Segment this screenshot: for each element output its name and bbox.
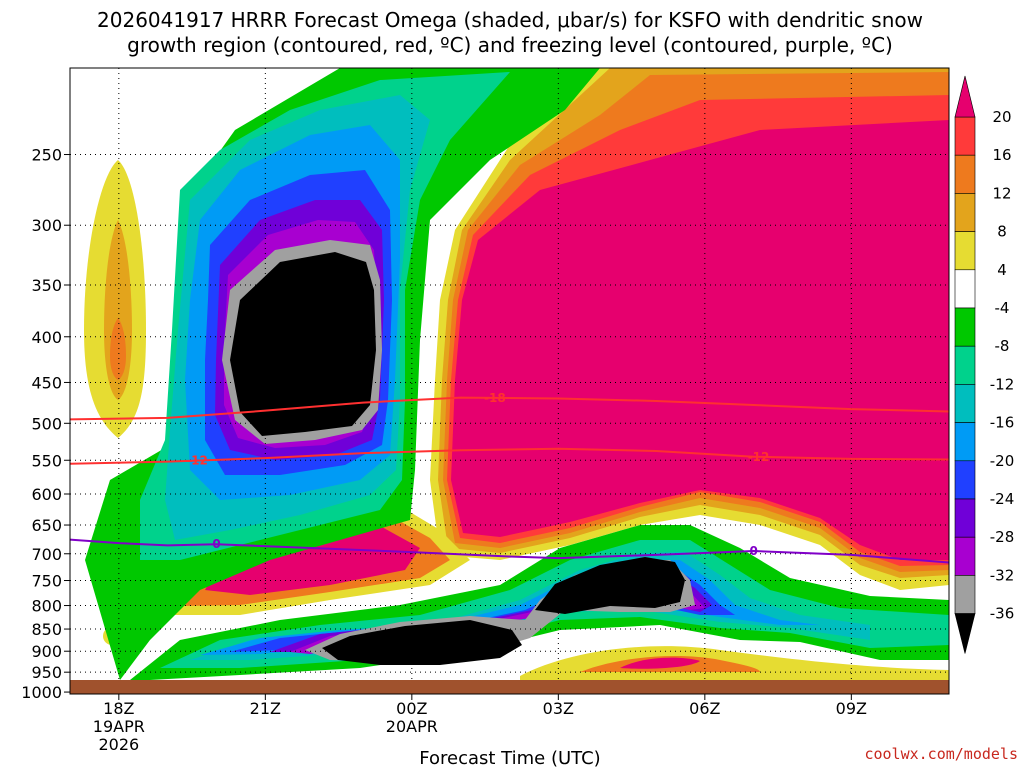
y-tick-label: 700	[31, 545, 62, 564]
colorbar-band	[954, 307, 976, 347]
credit-text: coolwx.com/models	[864, 745, 1018, 763]
y-tick-label: 550	[31, 451, 62, 470]
omega-fill-left-plume-12	[110, 318, 126, 380]
x-tick-label: 18Z	[103, 699, 134, 718]
chart-title-line2: growth region (contoured, red, ºC) and f…	[127, 33, 893, 57]
colorbar-tick-label: -28	[990, 528, 1015, 546]
x-tick-year: 2026	[98, 735, 139, 754]
colorbar-top-triangle	[954, 75, 976, 118]
dgz-minus12-contour-label: -12	[186, 454, 208, 468]
colorbar-tick-label: 12	[992, 184, 1011, 202]
y-axis: 250 300 350 400 450 500 550 600 650 700 750 800 850 9…	[21, 146, 70, 702]
y-tick-label: 900	[31, 642, 62, 661]
chart-title-line1: 2026041917 HRRR Forecast Omega (shaded, …	[97, 8, 923, 32]
colorbar-tick-label: -32	[990, 566, 1015, 584]
x-tick-label: 06Z	[689, 699, 720, 718]
colorbar: 20 16 12 8 4 -4 -8 -12 -16 -20 -24 -28 -32 -36	[954, 75, 1015, 654]
freezing-level-contour-label: 0	[212, 537, 220, 551]
colorbar-tick-label: -36	[990, 605, 1015, 623]
plot-area: -18 -12 -12 0 0	[70, 68, 949, 694]
colorbar-band	[954, 269, 976, 309]
colorbar-tick-label: 8	[997, 223, 1007, 241]
y-tick-label: 350	[31, 276, 62, 295]
colorbar-band	[954, 154, 976, 194]
dgz-minus12-contour-label: -12	[748, 450, 770, 464]
colorbar-tick-label: -20	[990, 452, 1015, 470]
y-tick-label: 250	[31, 146, 62, 165]
freezing-level-contour-line	[70, 538, 949, 564]
y-tick-label: 750	[31, 572, 62, 591]
omega-fill-low-n36b	[535, 557, 685, 614]
y-tick-label: 1000	[21, 683, 62, 702]
x-tick-label: 09Z	[836, 699, 867, 718]
omega-fill-n36	[230, 252, 376, 436]
x-axis-title: Forecast Time (UTC)	[419, 748, 600, 768]
colorbar-tick-label: 16	[992, 146, 1011, 164]
colorbar-band	[954, 193, 976, 232]
omega-fill-low-n36a	[322, 620, 522, 665]
y-tick-label: 850	[31, 620, 62, 639]
colorbar-tick-label: 4	[997, 261, 1007, 279]
ground-surface	[70, 680, 949, 694]
colorbar-tick-label: -16	[990, 414, 1015, 432]
freezing-level-contour-label: 0	[749, 544, 757, 558]
colorbar-tick-label: -12	[990, 375, 1015, 393]
colorbar-band	[954, 384, 976, 423]
colorbar-band	[954, 422, 976, 462]
y-tick-label: 800	[31, 597, 62, 616]
colorbar-band	[954, 575, 976, 614]
y-tick-label: 500	[31, 414, 62, 433]
y-tick-label: 300	[31, 216, 62, 235]
x-tick-label: 03Z	[543, 699, 574, 718]
colorbar-tick-label: -8	[995, 337, 1010, 355]
x-tick-label: 21Z	[250, 699, 281, 718]
colorbar-band	[954, 231, 976, 271]
y-tick-label: 950	[31, 663, 62, 682]
dgz-minus18-contour-label: -18	[484, 391, 506, 405]
y-tick-label: 600	[31, 485, 62, 504]
contours: -18 -12 -12 0 0	[70, 391, 949, 564]
dgz-minus18-contour-line	[70, 396, 949, 421]
dgz-minus12-contour-line	[70, 447, 949, 465]
colorbar-band	[954, 536, 976, 576]
colorbar-tick-label: -4	[995, 299, 1010, 317]
colorbar-bottom-triangle	[954, 613, 976, 654]
colorbar-band	[954, 498, 976, 538]
colorbar-tick-label: -24	[990, 490, 1015, 508]
colorbar-band	[954, 116, 976, 156]
omega-fill-surface-20	[620, 657, 700, 669]
y-tick-label: 450	[31, 373, 62, 392]
colorbar-tick-label: 20	[992, 108, 1011, 126]
colorbar-band	[954, 460, 976, 500]
y-tick-label: 650	[31, 516, 62, 535]
x-tick-date: 19APR	[93, 717, 145, 736]
x-tick-date: 20APR	[386, 717, 438, 736]
x-tick-label: 00Z	[396, 699, 427, 718]
y-tick-label: 400	[31, 328, 62, 347]
plot-frame	[69, 67, 950, 695]
colorbar-band	[954, 345, 976, 385]
